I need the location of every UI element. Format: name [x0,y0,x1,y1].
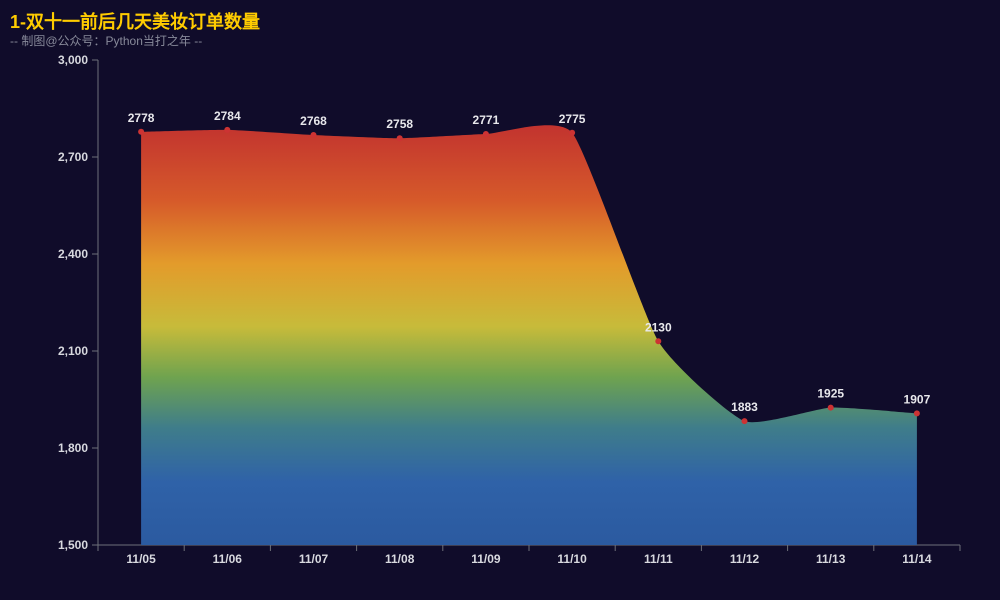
x-tick-label: 11/07 [299,552,329,566]
data-marker [311,132,317,138]
x-tick-label: 11/14 [902,552,932,566]
x-tick-label: 11/12 [730,552,760,566]
data-label: 2130 [645,320,672,334]
y-tick-label: 2,700 [58,150,88,164]
y-tick-label: 3,000 [58,53,88,67]
x-tick-label: 11/06 [213,552,243,566]
data-label: 1925 [817,387,844,401]
data-label: 1883 [731,400,758,414]
data-marker [483,131,489,137]
x-tick-label: 11/13 [816,552,846,566]
data-marker [224,127,230,133]
data-label: 1907 [904,392,931,406]
area-chart-svg: 1,500 1,800 2,100 2,400 2,700 3,000 11/05 11/06… [0,0,1000,600]
y-tick-label: 1,800 [58,441,88,455]
data-marker [914,410,920,416]
data-label: 2771 [473,113,500,127]
x-tick-label: 11/11 [644,552,673,566]
data-marker [828,405,834,411]
area-fill [141,125,917,545]
data-label: 2778 [128,111,155,125]
data-label: 2775 [559,112,586,126]
data-marker [397,135,403,141]
x-tick-label: 11/09 [471,552,501,566]
y-tick-label: 2,400 [58,247,88,261]
x-tick-label: 11/05 [126,552,156,566]
data-label: 2784 [214,109,241,123]
data-marker [655,338,661,344]
data-label: 2758 [386,117,413,131]
data-marker [138,129,144,135]
data-marker [569,130,575,136]
x-tick-label: 11/10 [557,552,587,566]
data-label: 2768 [300,114,327,128]
y-tick-label: 1,500 [58,538,88,552]
data-marker [742,418,748,424]
x-tick-label: 11/08 [385,552,415,566]
y-tick-label: 2,100 [58,344,88,358]
chart-container: 1-双十一前后几天美妆订单数量 -- 制图@公众号：Python当打之年 -- … [0,0,1000,600]
